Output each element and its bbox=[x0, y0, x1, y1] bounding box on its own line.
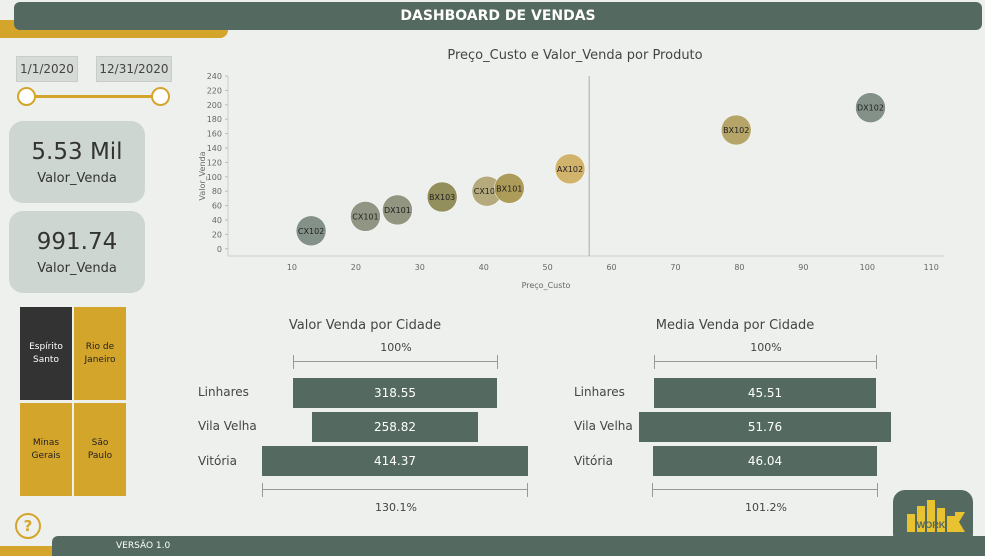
x-tick-label: 40 bbox=[479, 263, 489, 272]
footer-bar: VERSÃO 1.0 bbox=[52, 536, 985, 556]
kpi-label: Valor_Venda bbox=[37, 260, 117, 276]
point-label: CX103 bbox=[474, 187, 500, 196]
city-tile-minas-gerais[interactable]: Minas Gerais bbox=[20, 403, 72, 496]
scatter-title: Preço_Custo e Valor_Venda por Produto bbox=[447, 48, 703, 63]
funnel1-title: Valor Venda por Cidade bbox=[288, 318, 442, 333]
kpi-card-total: 5.53 Mil Valor_Venda bbox=[9, 121, 145, 203]
funnel2-top-pct: 100% bbox=[750, 341, 782, 354]
x-tick-label: 50 bbox=[543, 263, 553, 272]
city-tile-sao-paulo[interactable]: São Paulo bbox=[74, 403, 126, 496]
city-line: Santo bbox=[33, 354, 59, 365]
point-label: CX101 bbox=[352, 212, 378, 221]
point-label: CX102 bbox=[298, 227, 324, 236]
page-title: DASHBOARD DE VENDAS bbox=[14, 2, 982, 30]
x-tick-label: 100 bbox=[860, 263, 875, 272]
city-line: Espírito bbox=[29, 341, 63, 352]
y-tick-label: 100 bbox=[207, 173, 222, 182]
funnel2-label-vila-velha: Vila Velha bbox=[574, 419, 633, 433]
funnel2-bottom-pct: 101.2% bbox=[745, 501, 787, 514]
scatter-point-dx101 bbox=[382, 194, 413, 226]
city-tile-rio-de-janeiro[interactable]: Rio de Janeiro bbox=[74, 307, 126, 400]
slider-end-handle[interactable] bbox=[151, 87, 170, 106]
funnel1-bar-vila-velha[interactable]: 258.82 bbox=[312, 412, 478, 442]
logo-text: WORK bbox=[917, 520, 946, 530]
scatter-point-cx101 bbox=[350, 201, 381, 232]
funnel1-label-vila-velha: Vila Velha bbox=[198, 419, 257, 433]
scatter-point-bx103 bbox=[426, 181, 458, 213]
work-logo-icon: WORK bbox=[893, 490, 973, 546]
kpi-label: Valor_Venda bbox=[37, 170, 117, 186]
y-tick-label: 120 bbox=[207, 158, 222, 167]
date-range-slider[interactable] bbox=[26, 95, 162, 98]
funnel2-bottom-bracket bbox=[652, 483, 878, 497]
x-tick-label: 10 bbox=[287, 263, 297, 272]
x-tick-label: 80 bbox=[734, 263, 744, 272]
x-axis-title: Preço_Custo bbox=[522, 281, 571, 290]
scatter-point-dx102 bbox=[855, 92, 886, 123]
y-tick-label: 220 bbox=[207, 86, 222, 95]
x-tick-label: 20 bbox=[351, 263, 361, 272]
end-date-field[interactable]: 12/31/2020 bbox=[96, 56, 172, 82]
scatter-chart: 0 20 40 60 80 100 120 140 160 180 200 220 240 10 20 30 4… bbox=[198, 72, 944, 290]
x-tick-label: 110 bbox=[924, 263, 939, 272]
y-tick-label: 140 bbox=[207, 144, 222, 153]
funnel2-top-bracket bbox=[654, 355, 877, 369]
kpi-card-average: 991.74 Valor_Venda bbox=[9, 211, 145, 293]
funnel2-bar-vila-velha[interactable]: 51.76 bbox=[639, 412, 891, 442]
y-tick-label: 20 bbox=[212, 230, 222, 239]
funnel1-top-bracket bbox=[293, 355, 498, 369]
funnel1-bottom-bracket bbox=[262, 483, 528, 497]
funnel1-bar-linhares[interactable]: 318.55 bbox=[293, 378, 497, 408]
y-tick-label: 160 bbox=[207, 130, 222, 139]
funnel2-bar-linhares[interactable]: 45.51 bbox=[654, 378, 876, 408]
city-line: Paulo bbox=[87, 450, 113, 461]
scatter-point-bx102 bbox=[720, 114, 752, 146]
point-label: BX102 bbox=[723, 126, 749, 135]
scatter-point-ax102 bbox=[554, 153, 586, 185]
point-label: DX102 bbox=[857, 104, 884, 113]
funnel2-label-vitoria: Vitória bbox=[574, 454, 613, 468]
kpi-value: 991.74 bbox=[36, 228, 118, 255]
city-line: São bbox=[91, 437, 109, 448]
funnel2-label-linhares: Linhares bbox=[574, 385, 625, 399]
version-label: VERSÃO 1.0 bbox=[116, 541, 171, 551]
city-tile-espirito-santo[interactable]: Espírito Santo bbox=[20, 307, 72, 400]
point-label: DX101 bbox=[384, 206, 411, 215]
funnel2-title: Media Venda por Cidade bbox=[655, 318, 815, 333]
funnel1-bottom-pct: 130.1% bbox=[375, 501, 417, 514]
funnel1-bar-vitoria[interactable]: 414.37 bbox=[262, 446, 528, 476]
start-date-field[interactable]: 1/1/2020 bbox=[16, 56, 78, 82]
funnel1-label-linhares: Linhares bbox=[198, 385, 249, 399]
funnel1-label-vitoria: Vitória bbox=[198, 454, 237, 468]
x-tick-label: 70 bbox=[670, 263, 680, 272]
point-label: BX101 bbox=[496, 184, 522, 193]
point-label: BX103 bbox=[429, 193, 455, 202]
x-tick-label: 90 bbox=[798, 263, 808, 272]
slider-start-handle[interactable] bbox=[17, 87, 36, 106]
city-line: Gerais bbox=[31, 450, 61, 461]
y-tick-label: 200 bbox=[207, 101, 222, 110]
scatter-point-bx101 bbox=[494, 173, 525, 204]
y-tick-label: 80 bbox=[212, 187, 222, 196]
funnel2-bar-vitoria[interactable]: 46.04 bbox=[653, 446, 877, 476]
city-line: Janeiro bbox=[84, 354, 116, 365]
y-tick-label: 0 bbox=[217, 245, 222, 254]
y-axis-title: Valor_Venda bbox=[198, 151, 207, 200]
x-tick-label: 60 bbox=[606, 263, 616, 272]
point-label: AX102 bbox=[557, 165, 583, 174]
x-tick-label: 30 bbox=[415, 263, 425, 272]
y-tick-label: 60 bbox=[212, 202, 222, 211]
funnel1-top-pct: 100% bbox=[380, 341, 412, 354]
y-tick-label: 40 bbox=[212, 216, 222, 225]
scatter-point-cx102 bbox=[295, 215, 327, 247]
city-line: Minas bbox=[32, 437, 60, 448]
question-mark-icon[interactable]: ? bbox=[15, 513, 41, 539]
city-line: Rio de bbox=[85, 341, 115, 352]
y-tick-label: 180 bbox=[207, 115, 222, 124]
y-tick-label: 240 bbox=[207, 72, 222, 81]
kpi-value: 5.53 Mil bbox=[31, 138, 123, 165]
